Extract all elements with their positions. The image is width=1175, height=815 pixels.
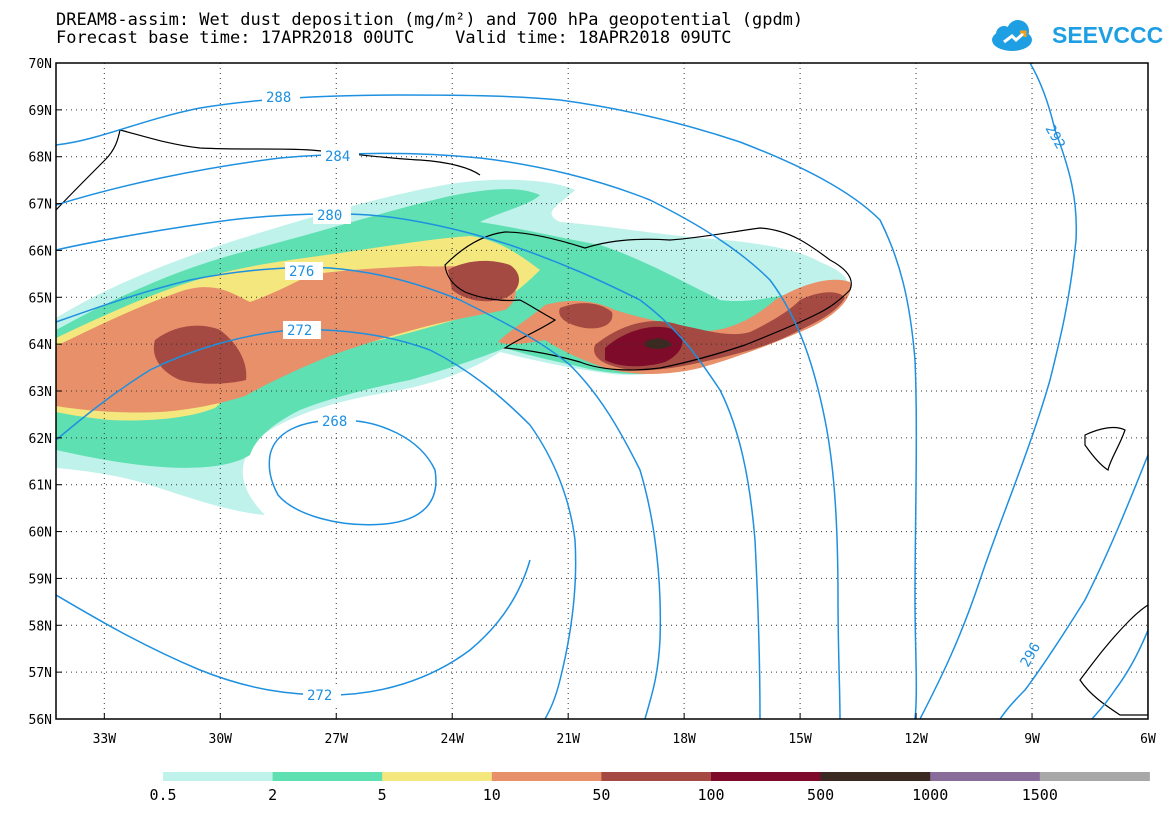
- lon-label: 24W: [440, 732, 464, 747]
- deposition-band-2: [56, 189, 841, 468]
- contour-label-288: 288: [266, 90, 291, 106]
- legend-swatch: [711, 772, 822, 781]
- greenland-coast: [56, 129, 481, 211]
- deposition-band-50-iceland: [448, 260, 845, 371]
- lat-label: 56N: [29, 713, 52, 728]
- map-title: DREAM8-assim: Wet dust deposition (mg/m²…: [56, 10, 804, 30]
- legend-label: 10: [483, 786, 501, 804]
- contour-label-268: 268: [322, 414, 347, 430]
- lon-label: 6W: [1140, 732, 1156, 747]
- cloud-icon: [992, 20, 1032, 51]
- legend-swatch: [382, 772, 493, 781]
- contour-280: [56, 213, 761, 719]
- legend-swatch: [272, 772, 383, 781]
- lat-label: 63N: [29, 385, 52, 400]
- contour-label-272-south: 272: [307, 688, 332, 704]
- lon-label: 15W: [788, 732, 812, 747]
- contour-label-284: 284: [325, 149, 350, 165]
- lat-label: 66N: [29, 244, 52, 259]
- coastlines: [56, 129, 1148, 716]
- lon-label: 18W: [672, 732, 696, 747]
- lat-label: 65N: [29, 291, 52, 306]
- logo-text: SEEVCCC: [1052, 22, 1164, 48]
- faroe-coast: [1084, 426, 1126, 471]
- lon-label: 21W: [556, 732, 580, 747]
- contour-288: [56, 94, 918, 719]
- norway-coast: [1079, 604, 1148, 716]
- lat-label: 67N: [29, 198, 52, 213]
- graticule: [56, 63, 1148, 719]
- deposition-band-100: [605, 326, 683, 367]
- lon-label: 30W: [209, 732, 233, 747]
- lon-label: 9W: [1024, 732, 1040, 747]
- legend-swatch: [1039, 772, 1150, 781]
- legend-label: 2: [268, 786, 277, 804]
- lat-label: 61N: [29, 479, 52, 494]
- longitude-labels: 33W 30W 27W 24W 21W 18W 15W 12W 9W 6W: [93, 713, 1156, 747]
- lat-label: 64N: [29, 338, 52, 353]
- latitude-labels: 70N 69N 68N 67N 66N 65N 64N 63N 62N 61N 60N 59N 58N 5…: [29, 57, 62, 728]
- lat-label: 58N: [29, 619, 52, 634]
- lat-label: 60N: [29, 526, 52, 541]
- contour-300: [1091, 629, 1148, 719]
- legend-label: 50: [592, 786, 610, 804]
- deposition-band-500: [645, 338, 672, 349]
- lat-label: 70N: [29, 57, 52, 72]
- deposition-band-10: [56, 266, 516, 413]
- contour-label-276: 276: [289, 264, 314, 280]
- legend-swatch: [163, 772, 274, 781]
- deposition-band-50: [153, 325, 247, 384]
- lat-label: 68N: [29, 151, 52, 166]
- contour-label-272: 272: [287, 323, 312, 339]
- legend-label: 1500: [1022, 786, 1058, 804]
- iceland-coast: [444, 227, 852, 371]
- legend-label: 100: [697, 786, 724, 804]
- lat-label: 57N: [29, 666, 52, 681]
- contour-276: [56, 266, 662, 719]
- lon-label: 27W: [325, 732, 349, 747]
- legend-label: 500: [807, 786, 834, 804]
- legend-swatch: [930, 772, 1041, 781]
- geopotential-contours: [56, 63, 1148, 719]
- lat-label: 59N: [29, 572, 52, 587]
- contour-284: [56, 152, 841, 719]
- lat-label: 62N: [29, 432, 52, 447]
- legend-label: 5: [378, 786, 387, 804]
- contour-label-280: 280: [317, 208, 342, 224]
- legend-swatch: [491, 772, 602, 781]
- contour-296: [999, 454, 1148, 719]
- lon-label: 12W: [904, 732, 928, 747]
- contour-272: [56, 328, 577, 719]
- seevccc-logo: [992, 20, 1032, 51]
- lon-label: 33W: [93, 732, 117, 747]
- contour-292: [919, 63, 1078, 719]
- legend-label: 1000: [912, 786, 948, 804]
- lat-label: 69N: [29, 104, 52, 119]
- legend-label: 0.5: [149, 786, 176, 804]
- forecast-time-line: Forecast base time: 17APR2018 00UTC Vali…: [56, 28, 732, 48]
- dust-deposition-field: [56, 179, 851, 516]
- legend-swatch: [601, 772, 712, 781]
- legend-swatch: [820, 772, 931, 781]
